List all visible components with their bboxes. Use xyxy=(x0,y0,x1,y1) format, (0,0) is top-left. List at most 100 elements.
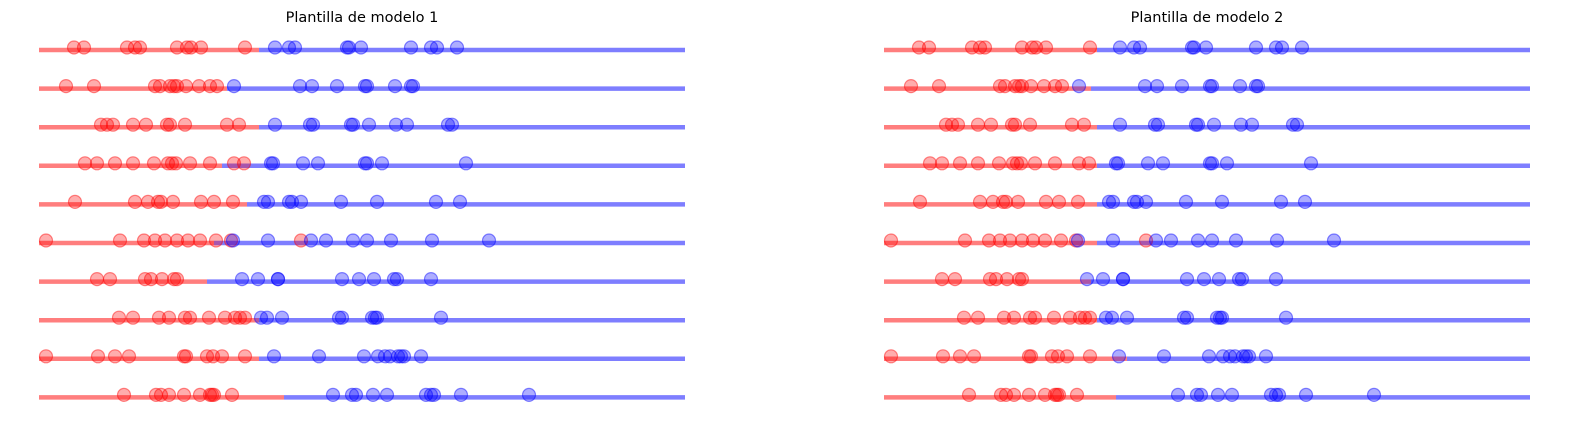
point-red xyxy=(1010,194,1026,209)
strip-row-2 xyxy=(39,78,685,94)
point-red xyxy=(148,387,164,402)
point-blue xyxy=(423,387,439,402)
strip-row-1 xyxy=(884,40,1530,55)
point-red xyxy=(132,40,148,55)
point-blue xyxy=(1170,387,1186,402)
point-blue xyxy=(1231,272,1247,287)
point-blue xyxy=(424,233,440,248)
point-red xyxy=(231,117,247,132)
point-blue xyxy=(1234,272,1250,287)
point-red xyxy=(147,78,163,94)
point-red xyxy=(193,194,209,209)
point-blue xyxy=(357,78,373,94)
point-blue xyxy=(1071,78,1087,94)
point-red xyxy=(183,40,199,55)
point-red xyxy=(182,310,198,325)
point-red xyxy=(169,40,185,55)
point-red xyxy=(1054,78,1070,94)
point-blue xyxy=(1278,310,1294,325)
point-blue xyxy=(1196,272,1212,287)
point-blue xyxy=(1201,349,1217,364)
point-blue xyxy=(429,40,445,55)
point-blue xyxy=(1233,117,1249,132)
point-red xyxy=(1037,233,1053,248)
point-blue xyxy=(361,117,377,132)
point-blue xyxy=(311,349,327,364)
strip-row-10 xyxy=(39,387,685,402)
point-red xyxy=(1014,272,1030,287)
point-red xyxy=(157,233,173,248)
point-blue xyxy=(481,233,497,248)
point-red xyxy=(224,387,240,402)
point-red xyxy=(168,156,184,171)
point-red xyxy=(1071,156,1087,171)
point-blue xyxy=(1095,272,1111,287)
point-red xyxy=(1007,117,1023,132)
point-red xyxy=(952,156,968,171)
point-red xyxy=(77,156,93,171)
point-blue xyxy=(1119,310,1135,325)
point-red xyxy=(985,194,1001,209)
point-red xyxy=(1021,387,1037,402)
point-red xyxy=(147,233,163,248)
point-blue xyxy=(1210,387,1226,402)
point-blue xyxy=(1232,78,1248,94)
point-blue xyxy=(1111,349,1127,364)
point-red xyxy=(1044,349,1060,364)
point-red xyxy=(1014,233,1030,248)
point-blue xyxy=(382,349,398,364)
point-red xyxy=(202,156,218,171)
point-red xyxy=(214,349,230,364)
point-red xyxy=(1051,194,1067,209)
point-red xyxy=(111,310,127,325)
point-blue xyxy=(318,233,334,248)
point-blue xyxy=(370,349,386,364)
point-red xyxy=(150,194,166,209)
point-blue xyxy=(399,117,415,132)
point-red xyxy=(1036,78,1052,94)
point-red xyxy=(1068,233,1084,248)
chart-title-2: Plantilla de modelo 2 xyxy=(1131,10,1284,26)
point-red xyxy=(107,349,123,364)
point-blue xyxy=(1228,233,1244,248)
point-blue xyxy=(270,272,286,287)
point-blue xyxy=(1209,310,1225,325)
point-blue xyxy=(1244,117,1260,132)
point-red xyxy=(93,117,109,132)
point-blue xyxy=(1174,78,1190,94)
point-red xyxy=(209,78,225,94)
point-blue xyxy=(423,40,439,55)
point-red xyxy=(162,78,178,94)
point-blue xyxy=(1214,310,1230,325)
point-blue xyxy=(1214,194,1230,209)
point-red xyxy=(970,310,986,325)
point-red xyxy=(169,272,185,287)
point-red xyxy=(38,233,54,248)
point-red xyxy=(178,78,194,94)
point-blue xyxy=(1297,194,1313,209)
strip-row-1 xyxy=(39,40,685,55)
point-red xyxy=(217,310,233,325)
point-red xyxy=(1011,78,1027,94)
point-red xyxy=(934,272,950,287)
point-blue xyxy=(1079,272,1095,287)
point-blue xyxy=(1202,156,1218,171)
point-red xyxy=(138,117,154,132)
point-red xyxy=(957,233,973,248)
point-blue xyxy=(423,272,439,287)
point-red xyxy=(136,233,152,248)
point-red xyxy=(999,272,1015,287)
point-red xyxy=(1053,233,1069,248)
point-red xyxy=(232,310,248,325)
point-blue xyxy=(1070,233,1086,248)
point-blue xyxy=(1108,156,1124,171)
point-red xyxy=(182,156,198,171)
point-blue xyxy=(1105,194,1121,209)
point-blue xyxy=(1189,387,1205,402)
point-red xyxy=(1002,233,1018,248)
strip-row-3 xyxy=(884,117,1530,132)
point-red xyxy=(162,117,178,132)
point-blue xyxy=(369,194,385,209)
point-red xyxy=(226,156,242,171)
point-red xyxy=(1022,117,1038,132)
